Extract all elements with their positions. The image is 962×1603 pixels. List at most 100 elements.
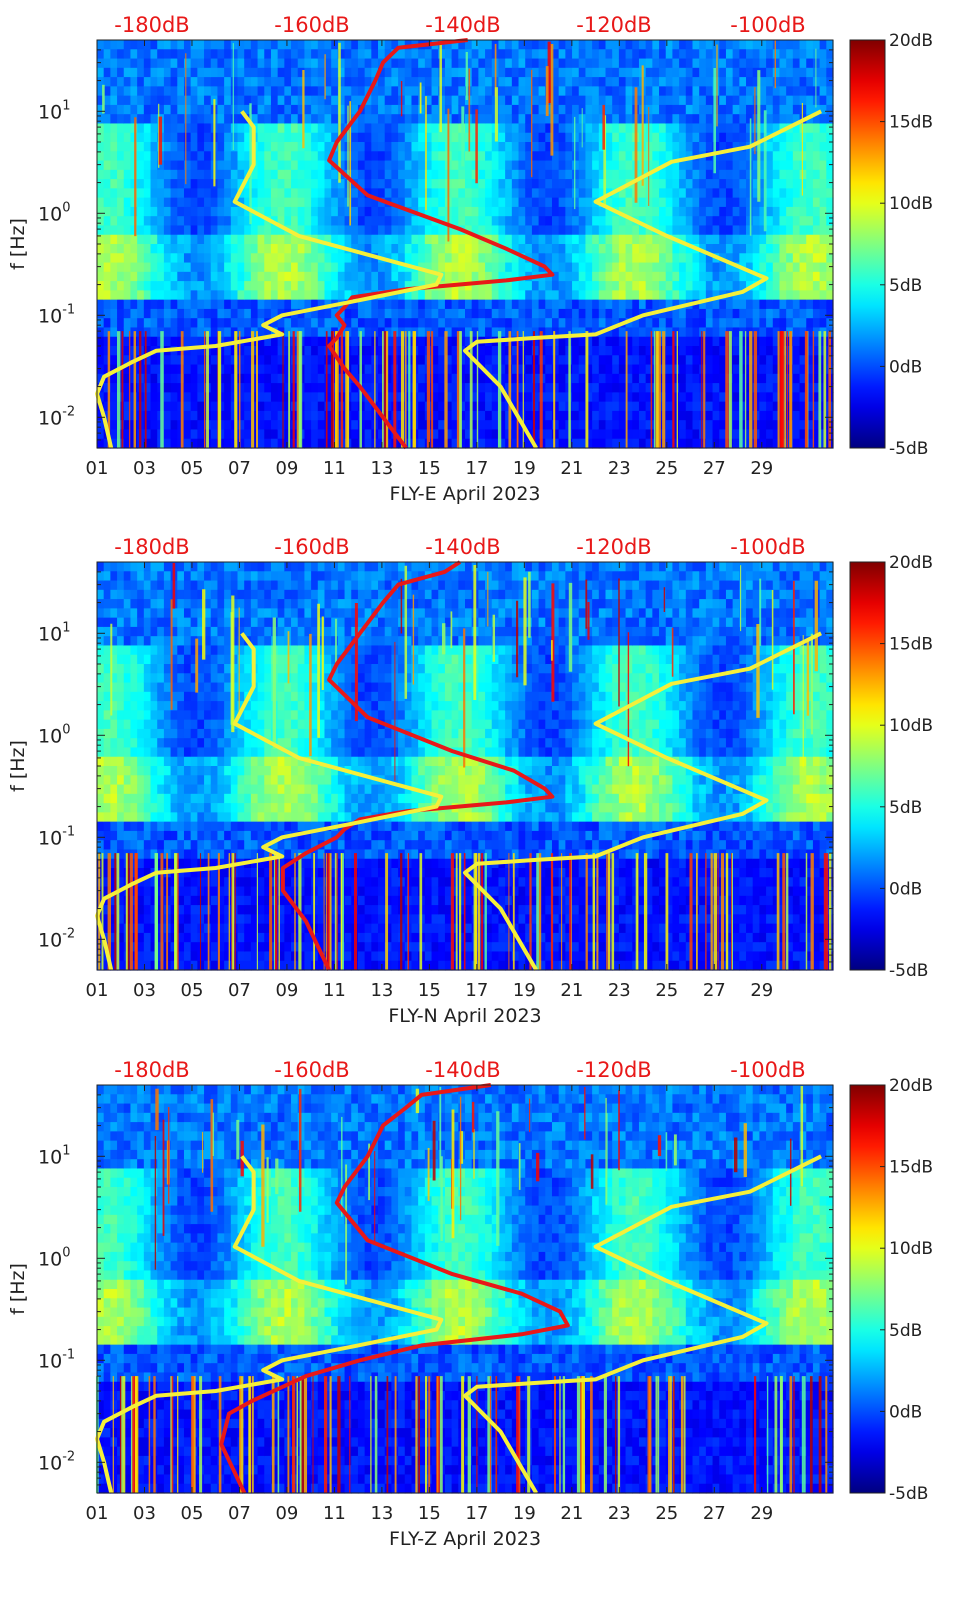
top-db-label: -140dB	[425, 1058, 500, 1082]
x-tick-label: 07	[228, 458, 251, 479]
x-tick-label: 07	[228, 980, 251, 1001]
top-db-label: -160dB	[274, 535, 349, 559]
top-db-label: -120dB	[576, 13, 651, 37]
x-tick-label: 23	[608, 458, 631, 479]
x-tick-label: 01	[86, 458, 109, 479]
colorbar-label: -5dB	[889, 1484, 928, 1504]
colorbar-label: 15dB	[889, 635, 933, 655]
x-tick-label: 23	[608, 980, 631, 1001]
x-tick-label: 19	[513, 458, 536, 479]
x-tick-label: 25	[655, 1503, 678, 1524]
x-tick-label: 29	[750, 980, 773, 1001]
colorbar-label: 5dB	[889, 798, 922, 818]
colorbar-label: -5dB	[889, 439, 928, 459]
colorbar: 20dB 15dB 10dB 5dB 0dB -5dB	[850, 1076, 933, 1504]
top-db-label: -160dB	[274, 1058, 349, 1082]
colorbar-label: -5dB	[889, 961, 928, 981]
x-tick-label: 13	[370, 1503, 393, 1524]
y-tick-label: 10-1	[38, 302, 75, 327]
x-tick-label: 29	[750, 458, 773, 479]
x-tick-label: 05	[181, 980, 204, 1001]
spectrogram-heatmap	[97, 562, 834, 971]
x-tick-label: 09	[275, 458, 298, 479]
x-tick-label: 21	[560, 1503, 583, 1524]
y-tick-label: 100	[38, 200, 70, 225]
x-tick-label: 25	[655, 980, 678, 1001]
top-db-label: -100dB	[730, 13, 805, 37]
x-tick-label: 03	[133, 458, 156, 479]
colorbar-gradient	[850, 40, 885, 448]
x-axis-title: FLY-E April 2023	[389, 483, 540, 505]
y-tick-label: 100	[38, 722, 70, 747]
x-tick-label: 11	[323, 458, 346, 479]
x-axis-title: FLY-N April 2023	[388, 1005, 541, 1027]
y-tick-label: 101	[38, 620, 70, 645]
colorbar-label: 0dB	[889, 1402, 922, 1422]
x-tick-label: 09	[275, 1503, 298, 1524]
y-tick-label: 10-2	[38, 926, 75, 951]
x-tick-label: 15	[418, 1503, 441, 1524]
colorbar-label: 20dB	[889, 31, 933, 51]
x-tick-label: 11	[323, 980, 346, 1001]
top-db-label: -140dB	[425, 535, 500, 559]
x-tick-label: 21	[560, 458, 583, 479]
x-tick-label: 11	[323, 1503, 346, 1524]
x-tick-label: 19	[513, 980, 536, 1001]
y-tick-label: 10-2	[38, 1449, 75, 1474]
x-tick-label: 25	[655, 458, 678, 479]
spectrogram-heatmap	[97, 1085, 834, 1494]
colorbar-label: 0dB	[889, 357, 922, 377]
x-tick-label: 15	[418, 980, 441, 1001]
spectrogram-heatmap	[97, 40, 834, 449]
top-db-label: -160dB	[274, 13, 349, 37]
x-tick-label: 29	[750, 1503, 773, 1524]
colorbar-label: 20dB	[889, 1076, 933, 1096]
top-db-label: -180dB	[114, 535, 189, 559]
y-tick-label: 101	[38, 1143, 70, 1168]
x-tick-label: 09	[275, 980, 298, 1001]
colorbar-label: 10dB	[889, 716, 933, 736]
x-tick-label: 27	[703, 1503, 726, 1524]
x-tick-label: 13	[370, 980, 393, 1001]
x-tick-label: 01	[86, 1503, 109, 1524]
x-tick-label: 03	[133, 980, 156, 1001]
x-tick-label: 19	[513, 1503, 536, 1524]
x-tick-label: 23	[608, 1503, 631, 1524]
top-db-label: -120dB	[576, 1058, 651, 1082]
top-db-label: -120dB	[576, 535, 651, 559]
top-db-label: -180dB	[114, 13, 189, 37]
y-tick-label: 10-1	[38, 1347, 75, 1372]
colorbar-gradient	[850, 1085, 885, 1493]
x-tick-label: 05	[181, 1503, 204, 1524]
colorbar-label: 15dB	[889, 1158, 933, 1178]
colorbar-label: 10dB	[889, 194, 933, 214]
x-tick-label: 07	[228, 1503, 251, 1524]
colorbar-label: 15dB	[889, 113, 933, 133]
colorbar-gradient	[850, 562, 885, 970]
colorbar-label: 5dB	[889, 276, 922, 296]
top-db-label: -100dB	[730, 1058, 805, 1082]
top-db-label: -180dB	[114, 1058, 189, 1082]
x-tick-label: 01	[86, 980, 109, 1001]
x-tick-label: 05	[181, 458, 204, 479]
colorbar-label: 10dB	[889, 1239, 933, 1259]
y-axis-title: f [Hz]	[7, 218, 29, 270]
y-tick-label: 101	[38, 98, 70, 123]
colorbar: 20dB 15dB 10dB 5dB 0dB -5dB	[850, 31, 933, 459]
y-axis-title: f [Hz]	[7, 1263, 29, 1315]
x-tick-label: 21	[560, 980, 583, 1001]
top-db-label: -140dB	[425, 13, 500, 37]
x-tick-label: 27	[703, 458, 726, 479]
x-tick-label: 17	[465, 980, 488, 1001]
x-tick-label: 15	[418, 458, 441, 479]
y-tick-label: 10-1	[38, 824, 75, 849]
colorbar-label: 20dB	[889, 553, 933, 573]
x-tick-label: 17	[465, 1503, 488, 1524]
colorbar-label: 5dB	[889, 1321, 922, 1341]
x-tick-label: 03	[133, 1503, 156, 1524]
